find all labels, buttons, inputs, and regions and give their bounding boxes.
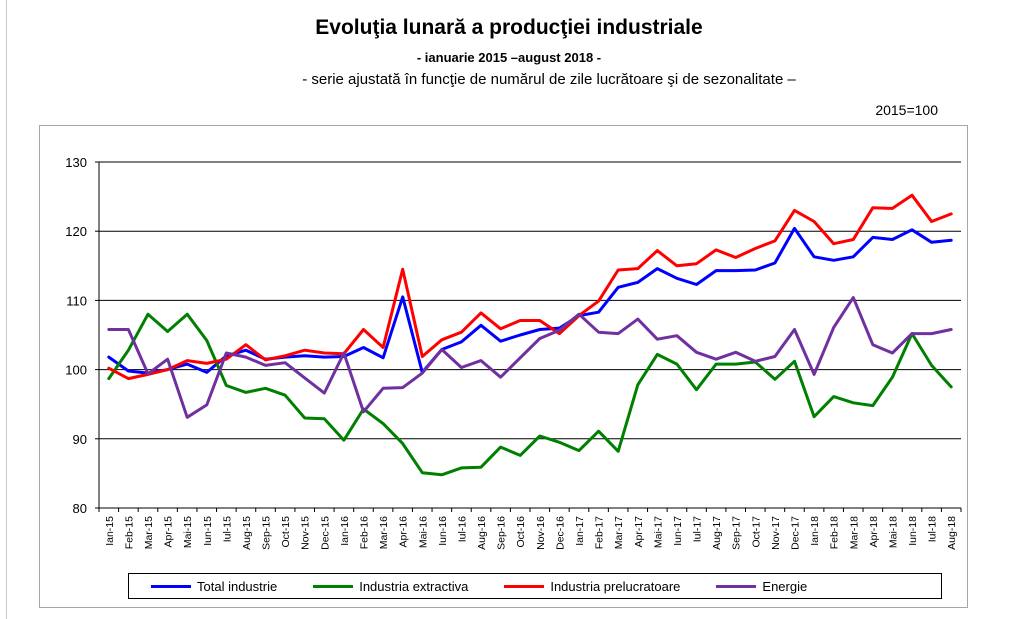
x-tick-label-mai-17: Mai-17 bbox=[652, 516, 664, 548]
x-tick-label-iul-15: Iul-15 bbox=[221, 516, 233, 542]
x-tick-label-iul-17: Iul-17 bbox=[692, 516, 704, 542]
x-tick-label-nov-17: Nov-17 bbox=[770, 516, 782, 550]
x-tick-label-mar-17: Mar-17 bbox=[613, 516, 625, 549]
x-tick-label-mai-15: Mai-15 bbox=[182, 516, 194, 548]
chart-title: Evoluţia lunară a producţiei industriale bbox=[315, 16, 703, 39]
x-tick-label-oct-17: Oct-17 bbox=[750, 516, 762, 548]
chart-baseline-note: 2015=100 bbox=[875, 102, 938, 118]
x-tick-label-sep-15: Sep-15 bbox=[261, 516, 273, 550]
y-tick-label-100: 100 bbox=[65, 363, 87, 378]
x-tick-label-iul-16: Iul-16 bbox=[456, 516, 468, 542]
x-tick-label-oct-16: Oct-16 bbox=[515, 516, 527, 548]
x-tick-label-mar-15: Mar-15 bbox=[143, 516, 155, 549]
x-tick-label-apr-18: Apr-18 bbox=[868, 516, 880, 548]
x-tick-label-mai-18: Mai-18 bbox=[887, 516, 899, 548]
chart-legend: Total industrie Industria extractiva Ind… bbox=[128, 573, 942, 599]
legend-item-total-industrie: Total industrie bbox=[151, 579, 277, 594]
x-tick-label-iun-15: Iun-15 bbox=[202, 516, 214, 546]
x-tick-label-ian-15: Ian-15 bbox=[104, 516, 116, 546]
page-left-rule bbox=[6, 0, 7, 619]
y-tick-label-80: 80 bbox=[73, 501, 87, 516]
x-tick-label-feb-16: Feb-16 bbox=[358, 516, 370, 549]
series-line-energie bbox=[107, 296, 953, 419]
x-tick-label-nov-15: Nov-15 bbox=[300, 516, 312, 550]
x-tick-label-mai-16: Mai-16 bbox=[417, 516, 429, 548]
legend-item-energie: Energie bbox=[716, 579, 807, 594]
x-tick-label-aug-15: Aug-15 bbox=[241, 516, 253, 550]
chart-subtitle-adjustment: - serie ajustată în funcţie de numărul d… bbox=[302, 71, 796, 88]
legend-label-energie: Energie bbox=[762, 578, 808, 594]
legend-swatch-industria-prelucratoare bbox=[504, 584, 545, 588]
chart-area-frame bbox=[39, 125, 968, 608]
y-tick-label-110: 110 bbox=[66, 293, 87, 308]
legend-swatch-energie bbox=[716, 584, 757, 588]
x-tick-label-feb-18: Feb-18 bbox=[829, 516, 841, 549]
series-line-industria-extractiva bbox=[107, 312, 953, 477]
x-tick-label-mar-16: Mar-16 bbox=[378, 516, 390, 549]
x-tick-label-ian-17: Ian-17 bbox=[574, 516, 586, 546]
x-tick-label-ian-16: Ian-16 bbox=[339, 516, 351, 546]
x-tick-label-iun-17: Iun-17 bbox=[672, 516, 684, 546]
x-tick-label-aug-16: Aug-16 bbox=[476, 516, 488, 550]
x-tick-label-dec-17: Dec-17 bbox=[789, 516, 801, 550]
legend-swatch-total-industrie bbox=[151, 584, 191, 588]
x-tick-label-feb-17: Feb-17 bbox=[594, 516, 606, 549]
x-tick-label-dec-16: Dec-16 bbox=[554, 516, 566, 550]
x-tick-label-aug-18: Aug-18 bbox=[946, 516, 958, 550]
x-tick-label-aug-17: Aug-17 bbox=[711, 516, 723, 550]
x-tick-label-apr-17: Apr-17 bbox=[633, 516, 645, 548]
x-tick-label-iul-18: Iul-18 bbox=[927, 516, 939, 542]
legend-label-total-industrie: Total industrie bbox=[197, 578, 278, 594]
x-tick-label-iun-16: Iun-16 bbox=[437, 516, 449, 546]
legend-label-industria-prelucratoare: Industria prelucratoare bbox=[550, 578, 681, 594]
legend-item-industria-prelucratoare: Industria prelucratoare bbox=[504, 579, 680, 594]
legend-item-industria-extractiva: Industria extractiva bbox=[313, 579, 468, 594]
chart-subtitle-period: - ianuarie 2015 –august 2018 - bbox=[416, 50, 602, 65]
x-tick-label-apr-16: Apr-16 bbox=[398, 516, 410, 548]
x-tick-label-ian-18: Ian-18 bbox=[809, 516, 821, 546]
x-tick-label-feb-15: Feb-15 bbox=[123, 516, 135, 549]
series-line-total-industrie bbox=[107, 226, 953, 375]
x-tick-label-sep-17: Sep-17 bbox=[731, 516, 743, 550]
legend-swatch-industria-extractiva bbox=[313, 584, 354, 588]
series-line-industria-prelucratoare bbox=[107, 193, 953, 381]
legend-label-industria-extractiva: Industria extractiva bbox=[359, 578, 469, 594]
x-tick-label-apr-15: Apr-15 bbox=[163, 516, 175, 548]
x-tick-label-mar-18: Mar-18 bbox=[848, 516, 860, 549]
x-tick-label-dec-15: Dec-15 bbox=[319, 516, 331, 550]
x-tick-label-iun-18: Iun-18 bbox=[907, 516, 919, 546]
y-tick-label-130: 130 bbox=[65, 155, 87, 170]
x-tick-label-sep-16: Sep-16 bbox=[496, 516, 508, 550]
x-tick-label-oct-15: Oct-15 bbox=[280, 516, 292, 548]
x-tick-label-nov-16: Nov-16 bbox=[535, 516, 547, 550]
y-tick-label-90: 90 bbox=[73, 432, 87, 447]
y-tick-label-120: 120 bbox=[65, 224, 87, 239]
